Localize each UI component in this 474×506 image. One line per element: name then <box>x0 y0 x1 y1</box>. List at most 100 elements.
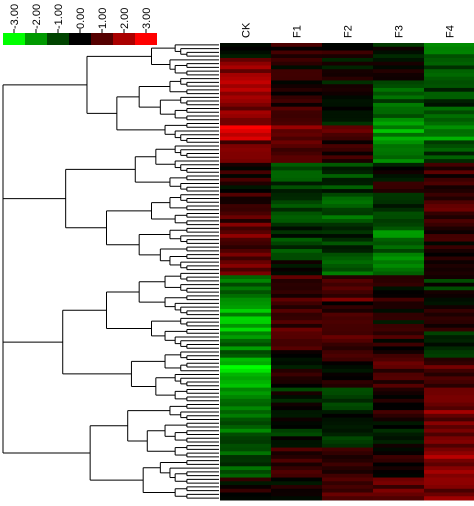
heatmap-cell <box>271 350 323 355</box>
heatmap-cell <box>220 417 272 422</box>
heatmap-cell <box>220 402 272 407</box>
heatmap-cell <box>424 121 474 126</box>
heatmap-cell <box>220 421 272 426</box>
heatmap-cell <box>220 114 272 119</box>
heatmap-cell <box>220 80 272 85</box>
heatmap-cell <box>373 65 425 70</box>
heatmap-cell <box>373 338 425 344</box>
heatmap-cell <box>271 95 323 100</box>
heatmap-cell <box>220 196 272 201</box>
heatmap-cell <box>220 451 272 456</box>
heatmap-cell <box>271 297 323 302</box>
heatmap-cell <box>373 144 425 149</box>
heatmap-cell <box>220 350 272 355</box>
heatmap-cell <box>220 357 272 362</box>
heatmap-cell <box>322 110 374 115</box>
legend-tick-label: 2.00 <box>119 8 131 29</box>
heatmap-cell <box>220 376 272 381</box>
heatmap-cell <box>322 335 374 340</box>
heatmap-cell <box>424 312 474 317</box>
heatmap-cell <box>424 278 474 284</box>
heatmap-cell <box>271 72 323 78</box>
heatmap-cell <box>373 387 425 392</box>
heatmap-cell <box>373 200 425 205</box>
heatmap-cell <box>322 54 374 59</box>
heatmap-cell <box>322 398 374 404</box>
heatmap-cell <box>220 488 272 494</box>
heatmap-cell <box>220 215 272 220</box>
heatmap-cell <box>373 215 425 220</box>
heatmap-cell <box>373 204 425 209</box>
heatmap-cell <box>373 391 425 396</box>
heatmap-cell <box>373 293 425 299</box>
heatmap-cell <box>220 211 272 216</box>
heatmap-cell <box>424 481 474 486</box>
heatmap-cell <box>373 398 425 404</box>
heatmap-cell <box>220 204 272 209</box>
heatmap-cell <box>424 361 474 366</box>
heatmap-cell <box>271 402 323 407</box>
heatmap-cell <box>424 234 474 239</box>
heatmap-cell <box>322 323 374 329</box>
heatmap-cell <box>220 470 272 475</box>
heatmap-cell <box>424 308 474 314</box>
heatmap-cell <box>271 166 323 171</box>
heatmap-cell <box>220 87 272 93</box>
heatmap-cell <box>220 282 272 287</box>
heatmap-cell <box>373 50 425 55</box>
heatmap-cell <box>424 76 474 81</box>
heatmap-cell <box>322 222 374 228</box>
heatmap-cell <box>424 211 474 216</box>
heatmap-cell <box>373 196 425 201</box>
heatmap-cell <box>271 46 323 51</box>
heatmap-cell <box>271 275 323 280</box>
heatmap-cell <box>424 106 474 111</box>
heatmap-cell <box>373 477 425 482</box>
heatmap-cell <box>424 447 474 452</box>
heatmap-cell <box>373 278 425 284</box>
heatmap-cell <box>271 432 323 437</box>
heatmap-cell <box>424 256 474 261</box>
heatmap-cell <box>271 241 323 246</box>
heatmap-cell <box>271 117 323 123</box>
heatmap-cell <box>322 488 374 494</box>
heatmap-cell <box>271 207 323 213</box>
heatmap-cell <box>271 215 323 220</box>
heatmap-cell <box>424 249 474 254</box>
heatmap-cell <box>322 376 374 381</box>
heatmap-cell <box>373 162 425 168</box>
heatmap-cell <box>373 458 425 464</box>
heatmap-cell <box>424 140 474 145</box>
heatmap-cell <box>373 159 425 164</box>
heatmap-cell <box>424 335 474 340</box>
heatmap-cell <box>424 95 474 100</box>
heatmap-cell <box>373 121 425 126</box>
heatmap-cell <box>271 54 323 59</box>
heatmap-cell <box>271 144 323 149</box>
heatmap-cell <box>271 237 323 243</box>
heatmap-cell <box>424 170 474 175</box>
heatmap-cell <box>424 432 474 437</box>
heatmap-cell <box>322 417 374 422</box>
heatmap-cell <box>424 50 474 55</box>
heatmap-cell <box>271 155 323 160</box>
heatmap-cell <box>220 46 272 51</box>
column-label: F3 <box>394 25 406 38</box>
heatmap-cell <box>373 271 425 276</box>
heatmap-cell <box>271 327 323 332</box>
heatmap-cell <box>322 428 374 434</box>
heatmap-cell <box>322 350 374 355</box>
heatmap-cell <box>373 275 425 280</box>
heatmap-cell <box>424 398 474 404</box>
heatmap-cell <box>271 114 323 119</box>
heatmap-cell <box>271 455 323 460</box>
heatmap-cell <box>424 222 474 228</box>
heatmap-cell <box>373 462 425 467</box>
heatmap-cell <box>373 305 425 310</box>
heatmap-cell <box>424 323 474 329</box>
heatmap-cell <box>373 166 425 171</box>
heatmap-cell <box>271 342 323 347</box>
heatmap-cell <box>373 282 425 287</box>
heatmap-cell <box>424 226 474 231</box>
